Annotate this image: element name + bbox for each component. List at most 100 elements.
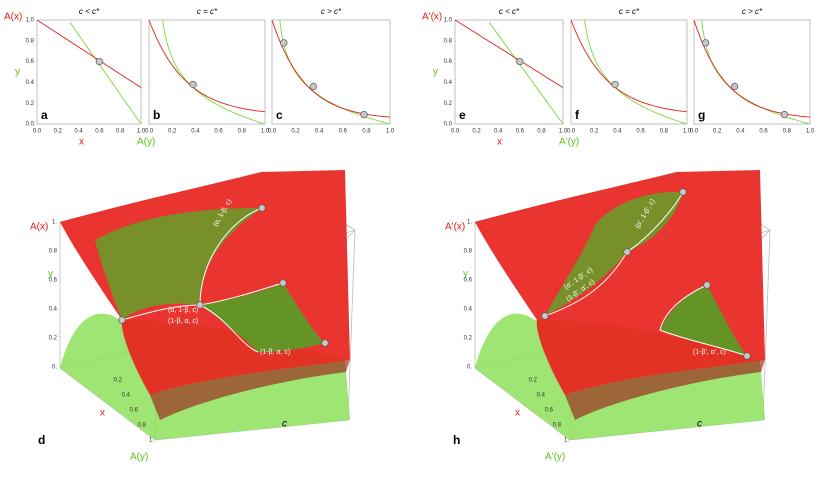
x-tick-label: 0.4	[191, 129, 200, 135]
green-curve	[584, 19, 688, 125]
panel-letter: d	[38, 433, 45, 447]
y-tick-label: 0.6	[464, 278, 473, 284]
red-curve	[454, 19, 564, 88]
x-tick-label: 0.8	[553, 423, 562, 429]
equilibrium-point	[679, 188, 687, 196]
panel-letter: g	[698, 108, 705, 122]
equilibrium-point	[321, 339, 329, 347]
x-label: x	[515, 408, 520, 419]
x-tick-label: 0.6	[545, 408, 554, 414]
y-tick-label: 0.6	[49, 278, 58, 284]
y-tick-label: 0.8	[464, 249, 473, 255]
x-sub-label: A(y)	[130, 452, 148, 463]
x-tick-label: 0.6	[759, 129, 768, 135]
plot-frame	[570, 19, 688, 125]
x-tick-label: 0.2	[114, 378, 123, 384]
x-tick-label: 1.0	[683, 129, 692, 135]
x-tick-label: 1.	[149, 438, 154, 444]
equilibrium-point	[541, 312, 549, 320]
y-label: y	[463, 269, 468, 280]
y-tick-label: 0.4	[49, 307, 58, 313]
equilibrium-point	[611, 80, 619, 89]
x-tick-label: 1.0	[386, 129, 395, 135]
y-tick-label: 1.0	[444, 18, 453, 24]
y-tick-label: 1.0	[26, 18, 35, 24]
x-tick-label: 0.4	[537, 393, 546, 399]
y-tick-label: 0.	[467, 365, 472, 371]
red-curve	[148, 19, 266, 113]
red-curve	[36, 19, 142, 88]
y-label: A(x)	[4, 12, 22, 23]
x-tick-label: 0.8	[238, 129, 247, 135]
x-tick-label: 0.8	[660, 129, 669, 135]
x-tick-label: 0.2	[713, 129, 722, 135]
panel-letter: e	[459, 108, 466, 122]
x-tick-label: 0.8	[783, 129, 792, 135]
x-label: x	[79, 137, 84, 148]
equilibrium-point	[196, 301, 204, 309]
x-tick-label: 0.2	[529, 378, 538, 384]
c-label: c	[282, 419, 287, 430]
c-label: c	[697, 419, 702, 430]
equilibrium-point	[95, 57, 104, 66]
x-tick-label: 0.8	[116, 129, 125, 135]
equilibrium-point	[309, 82, 317, 91]
plot-frame	[36, 19, 142, 125]
x-tick-label: 0.8	[537, 129, 546, 135]
red-curve	[271, 19, 391, 118]
y-tick-label: 1.	[467, 220, 472, 226]
y-tick-label: 0.2	[464, 336, 473, 342]
panel-title: c < c*	[499, 7, 520, 16]
y-label: A'(x)	[422, 12, 442, 23]
x-label: x	[497, 137, 502, 148]
surface-plot: A(x) y x A(y) c d 1. 0.8 0.6 0.4 0.2 0. 0.2 0.4 0.6 0.8…	[30, 170, 356, 463]
x-sub-label: A'(y)	[545, 452, 565, 463]
y-tick-label: 0.0	[26, 122, 35, 128]
x-tick-label: 0.4	[315, 129, 324, 135]
green-curve	[162, 19, 266, 125]
x-sub-label: A(y)	[137, 137, 155, 148]
panel-title: c > c*	[742, 7, 763, 16]
y-tick-label: 0.4	[444, 80, 453, 86]
point-label: (α, 1-β, c)	[168, 307, 198, 314]
x-tick-label: 0.4	[122, 393, 131, 399]
green-lens	[95, 208, 262, 320]
z-label: A'(x)	[445, 222, 465, 233]
y-tick-label: 0.8	[49, 249, 58, 255]
surface-plot: A'(x) y x A'(y) c h 1. 0.8 0.6 0.4 0.2 0. 0.2 0.4 0.6 0…	[445, 170, 771, 463]
x-tick-label: 1.0	[261, 129, 270, 135]
green-lens	[545, 191, 683, 316]
x-tick-label: 0.8	[362, 129, 371, 135]
x-tick-label: 0.2	[472, 129, 481, 135]
x-tick-label: 0.2	[54, 129, 63, 135]
y-label: y	[48, 269, 53, 280]
panel-letter: b	[153, 108, 160, 122]
y-tick-label: 0.8	[444, 38, 453, 44]
y-tick-label: 0.0	[444, 122, 453, 128]
y-tick-label: 0.6	[26, 59, 35, 65]
x-tick-label: 1.0	[137, 129, 146, 135]
x-tick-label: 0.2	[291, 129, 300, 135]
plot-frame	[271, 19, 391, 125]
equilibrium-point	[743, 352, 751, 360]
x-tick-label: 1.0	[806, 129, 815, 135]
x-tick-label: 0.4	[74, 129, 83, 135]
x-tick-label: 0.6	[95, 129, 104, 135]
equilibrium-point	[280, 39, 288, 47]
panel-title: c > c*	[321, 7, 342, 16]
equilibrium-point	[730, 82, 739, 91]
plot-frame	[148, 19, 266, 125]
point-label: (1-β', α', c)	[693, 349, 726, 356]
y-tick-label: 0.6	[444, 59, 453, 65]
equilibrium-point	[279, 279, 287, 287]
y-tick-label: 0.4	[26, 80, 35, 86]
x-tick-label: 0.0	[268, 129, 277, 135]
panel-title: c = c*	[619, 7, 640, 16]
x-sub-label: A'(y)	[559, 137, 579, 148]
x-tick-label: 0.6	[516, 129, 525, 135]
x-tick-label: 0.6	[130, 408, 139, 414]
equilibrium-point	[516, 57, 524, 66]
y-tick-label: 0.4	[464, 307, 473, 313]
red-shade	[150, 360, 350, 420]
green-curve	[488, 22, 564, 125]
